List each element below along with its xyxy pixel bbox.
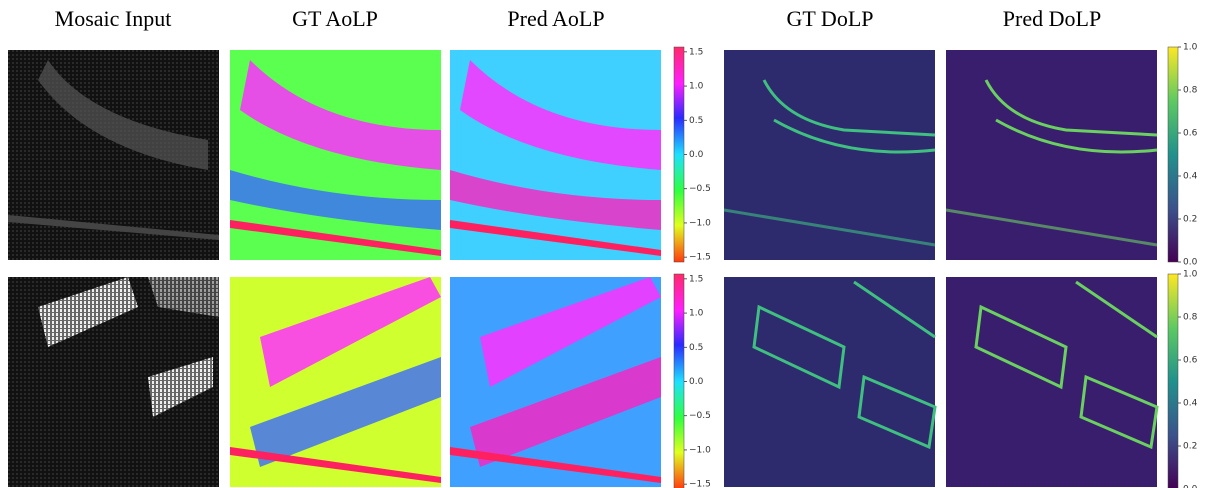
column-title: GT DoLP xyxy=(787,6,874,31)
colorbar-tick-label: −0.5 xyxy=(689,184,711,194)
image-panel xyxy=(724,277,937,487)
image-detail xyxy=(38,277,138,347)
colorbar-tick-label: 0.4 xyxy=(1183,399,1198,409)
column-title: Pred DoLP xyxy=(1003,6,1101,31)
image-panel xyxy=(946,277,1159,487)
image-detail xyxy=(853,280,936,339)
colorbar-tick-label: 1.0 xyxy=(1183,270,1198,280)
image-detail xyxy=(230,170,441,230)
image-detail xyxy=(857,374,937,450)
image xyxy=(724,50,935,260)
image-detail xyxy=(230,447,441,483)
colorbar-tick-label: 0.6 xyxy=(1183,356,1198,366)
image-detail xyxy=(38,60,208,170)
image-panel xyxy=(8,277,219,487)
image-detail xyxy=(773,118,936,154)
image-detail xyxy=(460,60,661,170)
colorbar-tick-label: 1.0 xyxy=(689,309,704,319)
colorbar-tick-label: −1.5 xyxy=(689,480,711,488)
image-detail xyxy=(470,357,661,467)
image-detail xyxy=(974,304,1068,390)
image-detail xyxy=(450,447,661,483)
colorbar-tick-label: −1.0 xyxy=(689,445,711,455)
colorbars: 1.5 1.0 0.5 0.0 −0.5 −1.0 −1.5 1.5 1.0 0.5 0.0 −0.5… xyxy=(673,43,1198,488)
image-detail xyxy=(945,208,1158,247)
colorbar-tick-label: 1.0 xyxy=(1183,43,1198,53)
colorbar xyxy=(673,273,685,488)
colorbar xyxy=(1167,273,1179,488)
colorbar-tick-label: 0.8 xyxy=(1183,313,1198,323)
colorbar-tick-label: −1.0 xyxy=(689,218,711,228)
colorbar-tick-label: 1.5 xyxy=(689,274,703,284)
image-detail xyxy=(984,79,1158,137)
image-panels xyxy=(8,50,1159,487)
colorbar-tick-label: −0.5 xyxy=(689,411,711,421)
colorbar-tick-label: 0.0 xyxy=(689,377,704,387)
colorbar xyxy=(1167,46,1179,263)
image-panel xyxy=(723,50,936,260)
colorbar-tick-label: 0.0 xyxy=(1183,258,1198,268)
image-detail xyxy=(450,170,661,230)
image-detail xyxy=(995,118,1158,154)
column-title: GT AoLP xyxy=(292,6,378,31)
colorbar-tick-label: 0.4 xyxy=(1183,172,1198,182)
image-detail xyxy=(723,208,936,247)
colorbar-tick-label: 0.5 xyxy=(689,116,703,126)
image-detail xyxy=(230,220,441,256)
colorbar-tick-label: 1.5 xyxy=(689,47,703,57)
image-panel xyxy=(8,50,219,260)
image-detail xyxy=(1079,374,1159,450)
colorbar-tick-label: 0.0 xyxy=(689,150,704,160)
image-detail xyxy=(450,220,661,256)
colorbar-tick-label: 0.5 xyxy=(689,343,703,353)
column-title: Mosaic Input xyxy=(55,6,172,31)
colorbar-tick-label: 0.8 xyxy=(1183,86,1198,96)
image-panel xyxy=(230,277,441,487)
colorbar-tick-label: 0.2 xyxy=(1183,215,1197,225)
image-panel xyxy=(945,50,1158,260)
image-detail xyxy=(752,304,846,390)
image-detail xyxy=(260,277,441,387)
column-title: Pred AoLP xyxy=(507,6,604,31)
image-panel xyxy=(230,50,441,260)
colorbar-tick-label: 0.6 xyxy=(1183,129,1198,139)
image-detail xyxy=(240,60,441,170)
image xyxy=(946,50,1157,260)
colorbar-tick-label: 0.0 xyxy=(1183,485,1198,488)
image-detail xyxy=(1075,280,1158,339)
colorbar-tick-label: 0.2 xyxy=(1183,442,1197,452)
colorbar-tick-label: 1.0 xyxy=(689,82,704,92)
image-detail xyxy=(148,277,219,317)
image-detail xyxy=(250,357,441,467)
image-detail xyxy=(762,79,936,137)
image-panel xyxy=(450,50,661,260)
colorbar xyxy=(673,46,685,263)
image-detail xyxy=(8,215,219,240)
image-detail xyxy=(480,277,661,387)
image-detail xyxy=(148,357,213,417)
image-panel xyxy=(450,277,661,487)
colorbar-tick-label: −1.5 xyxy=(689,253,711,263)
